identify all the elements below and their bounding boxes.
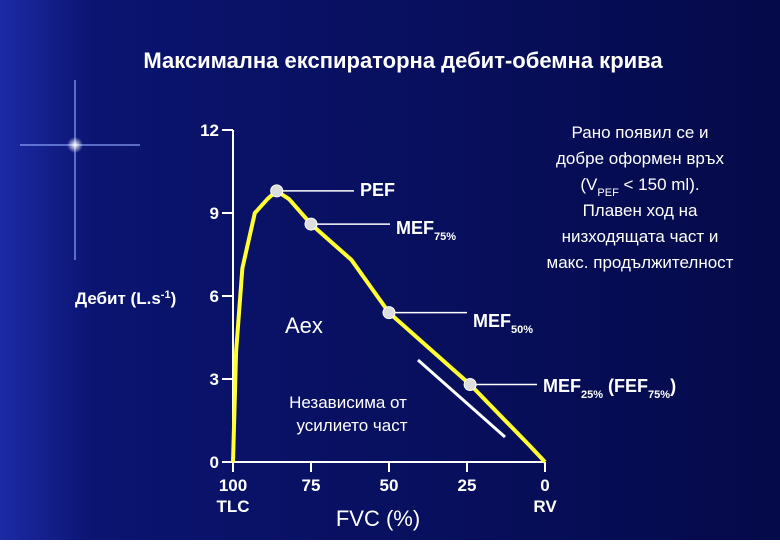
y-tick-label: 0	[210, 453, 219, 472]
x-tick-note: TLC	[216, 497, 249, 516]
x-tick-label: 100	[219, 476, 247, 495]
point-label-part: 75%	[648, 389, 670, 401]
note-line: макс. продължителност	[547, 253, 734, 272]
x-tick-label: 75	[302, 476, 321, 495]
point-label: PEF	[360, 180, 395, 200]
point-label: MEF25% (FEF75%)	[543, 376, 676, 401]
tangent-line	[417, 358, 506, 439]
note-line: низходящата част и	[562, 227, 719, 246]
note-line-part: (V	[580, 175, 598, 194]
x-tick-label: 25	[458, 476, 477, 495]
star-decoration	[20, 80, 140, 260]
note-line-part: PEF	[597, 187, 619, 199]
point-label-part: 50%	[511, 324, 533, 336]
point-marker	[382, 306, 396, 320]
y-tick-label: 6	[210, 287, 219, 306]
x-tick-note: RV	[533, 497, 557, 516]
y-tick-label: 12	[200, 121, 219, 140]
chart-title: Максимална експираторна дебит-обемна кри…	[143, 48, 663, 73]
point-marker	[270, 184, 284, 198]
x-tick-label: 0	[540, 476, 549, 495]
annotation: усилието част	[297, 416, 408, 435]
note-line-part: < 150 ml).	[619, 175, 700, 194]
note-line: добре оформен връх	[556, 149, 724, 168]
point-label-part: MEF	[396, 218, 434, 238]
y-axis-label-part: )	[171, 289, 177, 308]
y-tick-label: 3	[210, 370, 219, 389]
annotation: Независима от	[289, 393, 407, 412]
point-marker	[304, 217, 318, 231]
note-line-part: макс. продължителност	[547, 253, 734, 272]
note-line-part: Плавен ход на	[583, 201, 698, 220]
point-label-part: MEF	[473, 311, 511, 331]
note-line: (VPEF < 150 ml).	[580, 175, 699, 199]
point-label-part: 25%	[581, 389, 603, 401]
point-marker	[463, 378, 477, 392]
note-line: Рано появил се и	[571, 123, 708, 142]
note-line-part: низходящата част и	[562, 227, 719, 246]
point-label-part: )	[670, 376, 676, 396]
point-label: MEF50%	[473, 311, 533, 336]
x-tick-label: 50	[380, 476, 399, 495]
note-line: Плавен ход на	[583, 201, 698, 220]
point-label-part: (FEF	[603, 376, 648, 396]
point-label: MEF75%	[396, 218, 456, 243]
y-tick-label: 9	[210, 204, 219, 223]
note-line-part: добре оформен връх	[556, 149, 724, 168]
point-label-part: 75%	[434, 231, 456, 243]
note-line-part: Рано появил се и	[571, 123, 708, 142]
y-axis-label-part: -1	[161, 289, 171, 301]
y-axis-label-part: Дебит (L.s	[75, 289, 161, 308]
y-axis-label: Дебит (L.s-1)	[75, 289, 176, 308]
point-label-part: MEF	[543, 376, 581, 396]
annotation: Aex	[285, 313, 323, 338]
x-axis-label: FVC (%)	[336, 506, 420, 531]
point-label-part: PEF	[360, 180, 395, 200]
